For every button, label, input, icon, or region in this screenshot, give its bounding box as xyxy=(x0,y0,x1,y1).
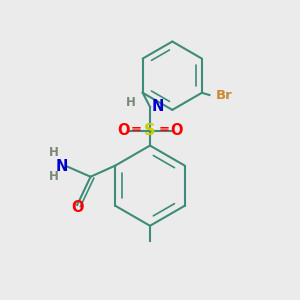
Text: =: = xyxy=(130,123,141,136)
Text: O: O xyxy=(71,200,83,215)
Text: Br: Br xyxy=(215,88,232,101)
Text: O: O xyxy=(170,123,183,138)
Text: O: O xyxy=(117,123,130,138)
Text: H: H xyxy=(126,96,136,109)
Text: H: H xyxy=(49,170,58,183)
Text: S: S xyxy=(144,123,156,138)
Text: N: N xyxy=(152,99,164,114)
Text: H: H xyxy=(49,146,58,160)
Text: N: N xyxy=(56,159,68,174)
Text: =: = xyxy=(159,123,170,136)
